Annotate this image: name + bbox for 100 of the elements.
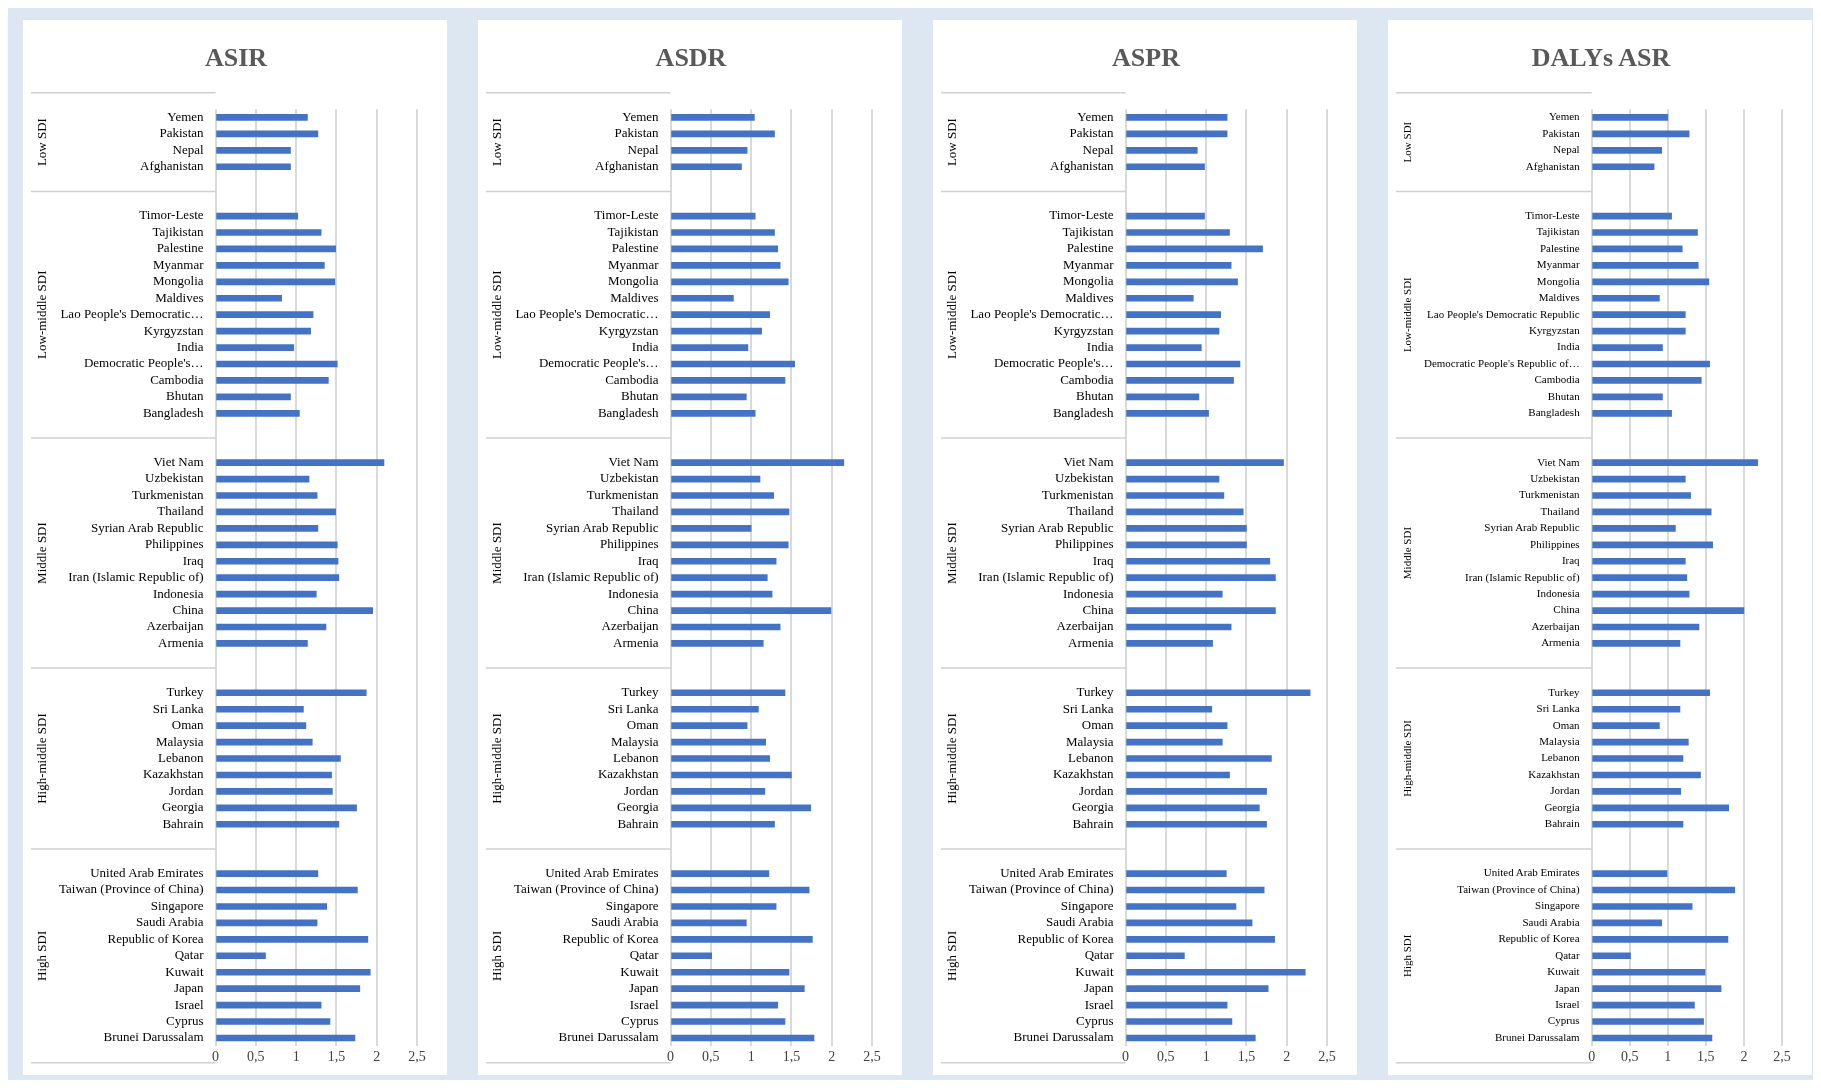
y-tick-label: Kyrgyzstan bbox=[143, 322, 205, 338]
y-tick-label: Myanmar bbox=[153, 256, 205, 272]
y-tick-label: Uzbekistan bbox=[1055, 470, 1115, 486]
y-tick-label: Pakistan bbox=[159, 125, 205, 141]
y-tick-label: Yemen bbox=[167, 108, 205, 124]
y-tick-label: Azerbaijan bbox=[601, 618, 660, 634]
y-tick-label: United Arab Emirates bbox=[1000, 865, 1114, 881]
y-tick-label: Israel bbox=[629, 996, 659, 1012]
x-tick-label: 1 bbox=[1664, 1049, 1672, 1065]
bar bbox=[216, 557, 339, 565]
bar bbox=[216, 1034, 356, 1042]
x-tick-label: 0,5 bbox=[1620, 1049, 1639, 1065]
bar bbox=[1592, 475, 1686, 483]
y-tick-label: Tajikistan bbox=[1536, 225, 1581, 238]
x-tick-label: 1 bbox=[1202, 1049, 1210, 1065]
bar bbox=[1126, 903, 1237, 910]
y-tick-label: Turkey bbox=[621, 684, 660, 700]
y-tick-label: Oman bbox=[171, 717, 205, 733]
bar bbox=[1126, 508, 1244, 516]
bar bbox=[1126, 607, 1276, 614]
y-tick-label: Sri Lanka bbox=[152, 700, 204, 716]
bar bbox=[1592, 804, 1730, 812]
bar bbox=[1126, 393, 1200, 401]
bar bbox=[1592, 952, 1631, 960]
x-tick-label: 0,5 bbox=[247, 1049, 265, 1065]
bar bbox=[1592, 377, 1702, 384]
y-tick-label: Israel bbox=[1084, 996, 1114, 1012]
y-tick-label: Philippines bbox=[145, 536, 204, 552]
bar bbox=[671, 755, 771, 762]
bar bbox=[216, 344, 295, 351]
y-tick-label: Azerbaijan bbox=[1531, 619, 1581, 632]
y-tick-label: Armenia bbox=[613, 634, 659, 650]
bar bbox=[1592, 640, 1681, 647]
y-tick-label: Kazakhstan bbox=[1052, 766, 1115, 782]
y-tick-label: Qatar bbox=[1555, 948, 1580, 961]
bar bbox=[216, 409, 300, 417]
bar bbox=[671, 278, 789, 286]
y-tick-label: Indonesia bbox=[1063, 585, 1114, 601]
y-tick-label: Thailand bbox=[1067, 503, 1115, 519]
y-tick-label: Taiwan (Province of China) bbox=[1457, 882, 1580, 896]
x-tick-label: 1,5 bbox=[1237, 1049, 1256, 1065]
y-tick-label: Palestine bbox=[1066, 240, 1114, 256]
bar bbox=[216, 903, 328, 910]
text: Low SDI bbox=[34, 118, 50, 167]
bar bbox=[1592, 360, 1710, 368]
y-tick-label: Yemen bbox=[1077, 108, 1115, 124]
bar bbox=[671, 459, 845, 466]
y-tick-label: Maldives bbox=[155, 289, 204, 305]
y-tick-label: Iran (Islamic Republic of) bbox=[978, 569, 1114, 585]
bar bbox=[671, 245, 779, 253]
y-tick-label: India bbox=[176, 338, 204, 354]
bar bbox=[216, 1001, 322, 1009]
bar bbox=[216, 229, 322, 236]
bar bbox=[671, 311, 771, 319]
y-tick-label: Uzbekistan bbox=[1530, 471, 1581, 484]
text: High-middle SDI bbox=[944, 713, 960, 804]
x-tick-label: 2,5 bbox=[1318, 1049, 1336, 1065]
bar bbox=[671, 1018, 786, 1025]
bar bbox=[216, 919, 318, 927]
bar bbox=[216, 607, 374, 614]
y-tick-label: Iraq bbox=[182, 552, 205, 568]
bar bbox=[671, 360, 795, 368]
y-tick-label: Azerbaijan bbox=[146, 618, 205, 634]
y-tick-label: Viet Nam bbox=[153, 454, 204, 470]
bar bbox=[1592, 557, 1686, 565]
y-tick-label: Georgia bbox=[616, 799, 659, 815]
x-tick-label: 1,5 bbox=[1697, 1049, 1715, 1065]
y-tick-label: Bhutan bbox=[1076, 388, 1115, 404]
bar bbox=[1592, 590, 1690, 598]
y-tick-label: Bahrain bbox=[1544, 817, 1581, 830]
y-tick-label: Oman bbox=[1081, 717, 1115, 733]
y-tick-label: Saudi Arabia bbox=[136, 914, 204, 930]
x-tick-label: 1 bbox=[747, 1049, 755, 1065]
bar bbox=[671, 886, 810, 894]
bar bbox=[216, 163, 291, 171]
bar bbox=[671, 327, 762, 335]
bar bbox=[216, 146, 291, 154]
x-tick-label: 1,5 bbox=[327, 1049, 346, 1065]
y-tick-label: Tajikistan bbox=[152, 223, 205, 239]
bar bbox=[1592, 459, 1758, 466]
bar bbox=[1126, 344, 1202, 351]
bar bbox=[216, 574, 340, 582]
y-tick-label: Cyprus bbox=[1547, 1014, 1580, 1027]
y-tick-label: Malaysia bbox=[1539, 734, 1580, 747]
y-tick-label: Viet Nam bbox=[1537, 455, 1581, 468]
y-tick-label: Kyrgyzstan bbox=[598, 322, 660, 338]
bar bbox=[216, 327, 311, 335]
x-tick-label: 0 bbox=[212, 1049, 220, 1065]
y-tick-label: Taiwan (Province of China) bbox=[969, 881, 1114, 897]
text: Low-middle SDI bbox=[1400, 276, 1413, 353]
y-tick-label: Jordan bbox=[623, 782, 660, 798]
text: Low SDI bbox=[489, 118, 505, 167]
y-tick-label: Nepal bbox=[1082, 141, 1114, 157]
bar bbox=[216, 377, 329, 384]
y-tick-label: Japan bbox=[1554, 981, 1581, 994]
y-tick-label: Sri Lanka bbox=[1062, 700, 1114, 716]
bar bbox=[1592, 114, 1669, 121]
y-tick-label: Timor-Leste bbox=[1049, 207, 1114, 223]
bar bbox=[216, 311, 314, 319]
bar bbox=[1592, 146, 1663, 154]
